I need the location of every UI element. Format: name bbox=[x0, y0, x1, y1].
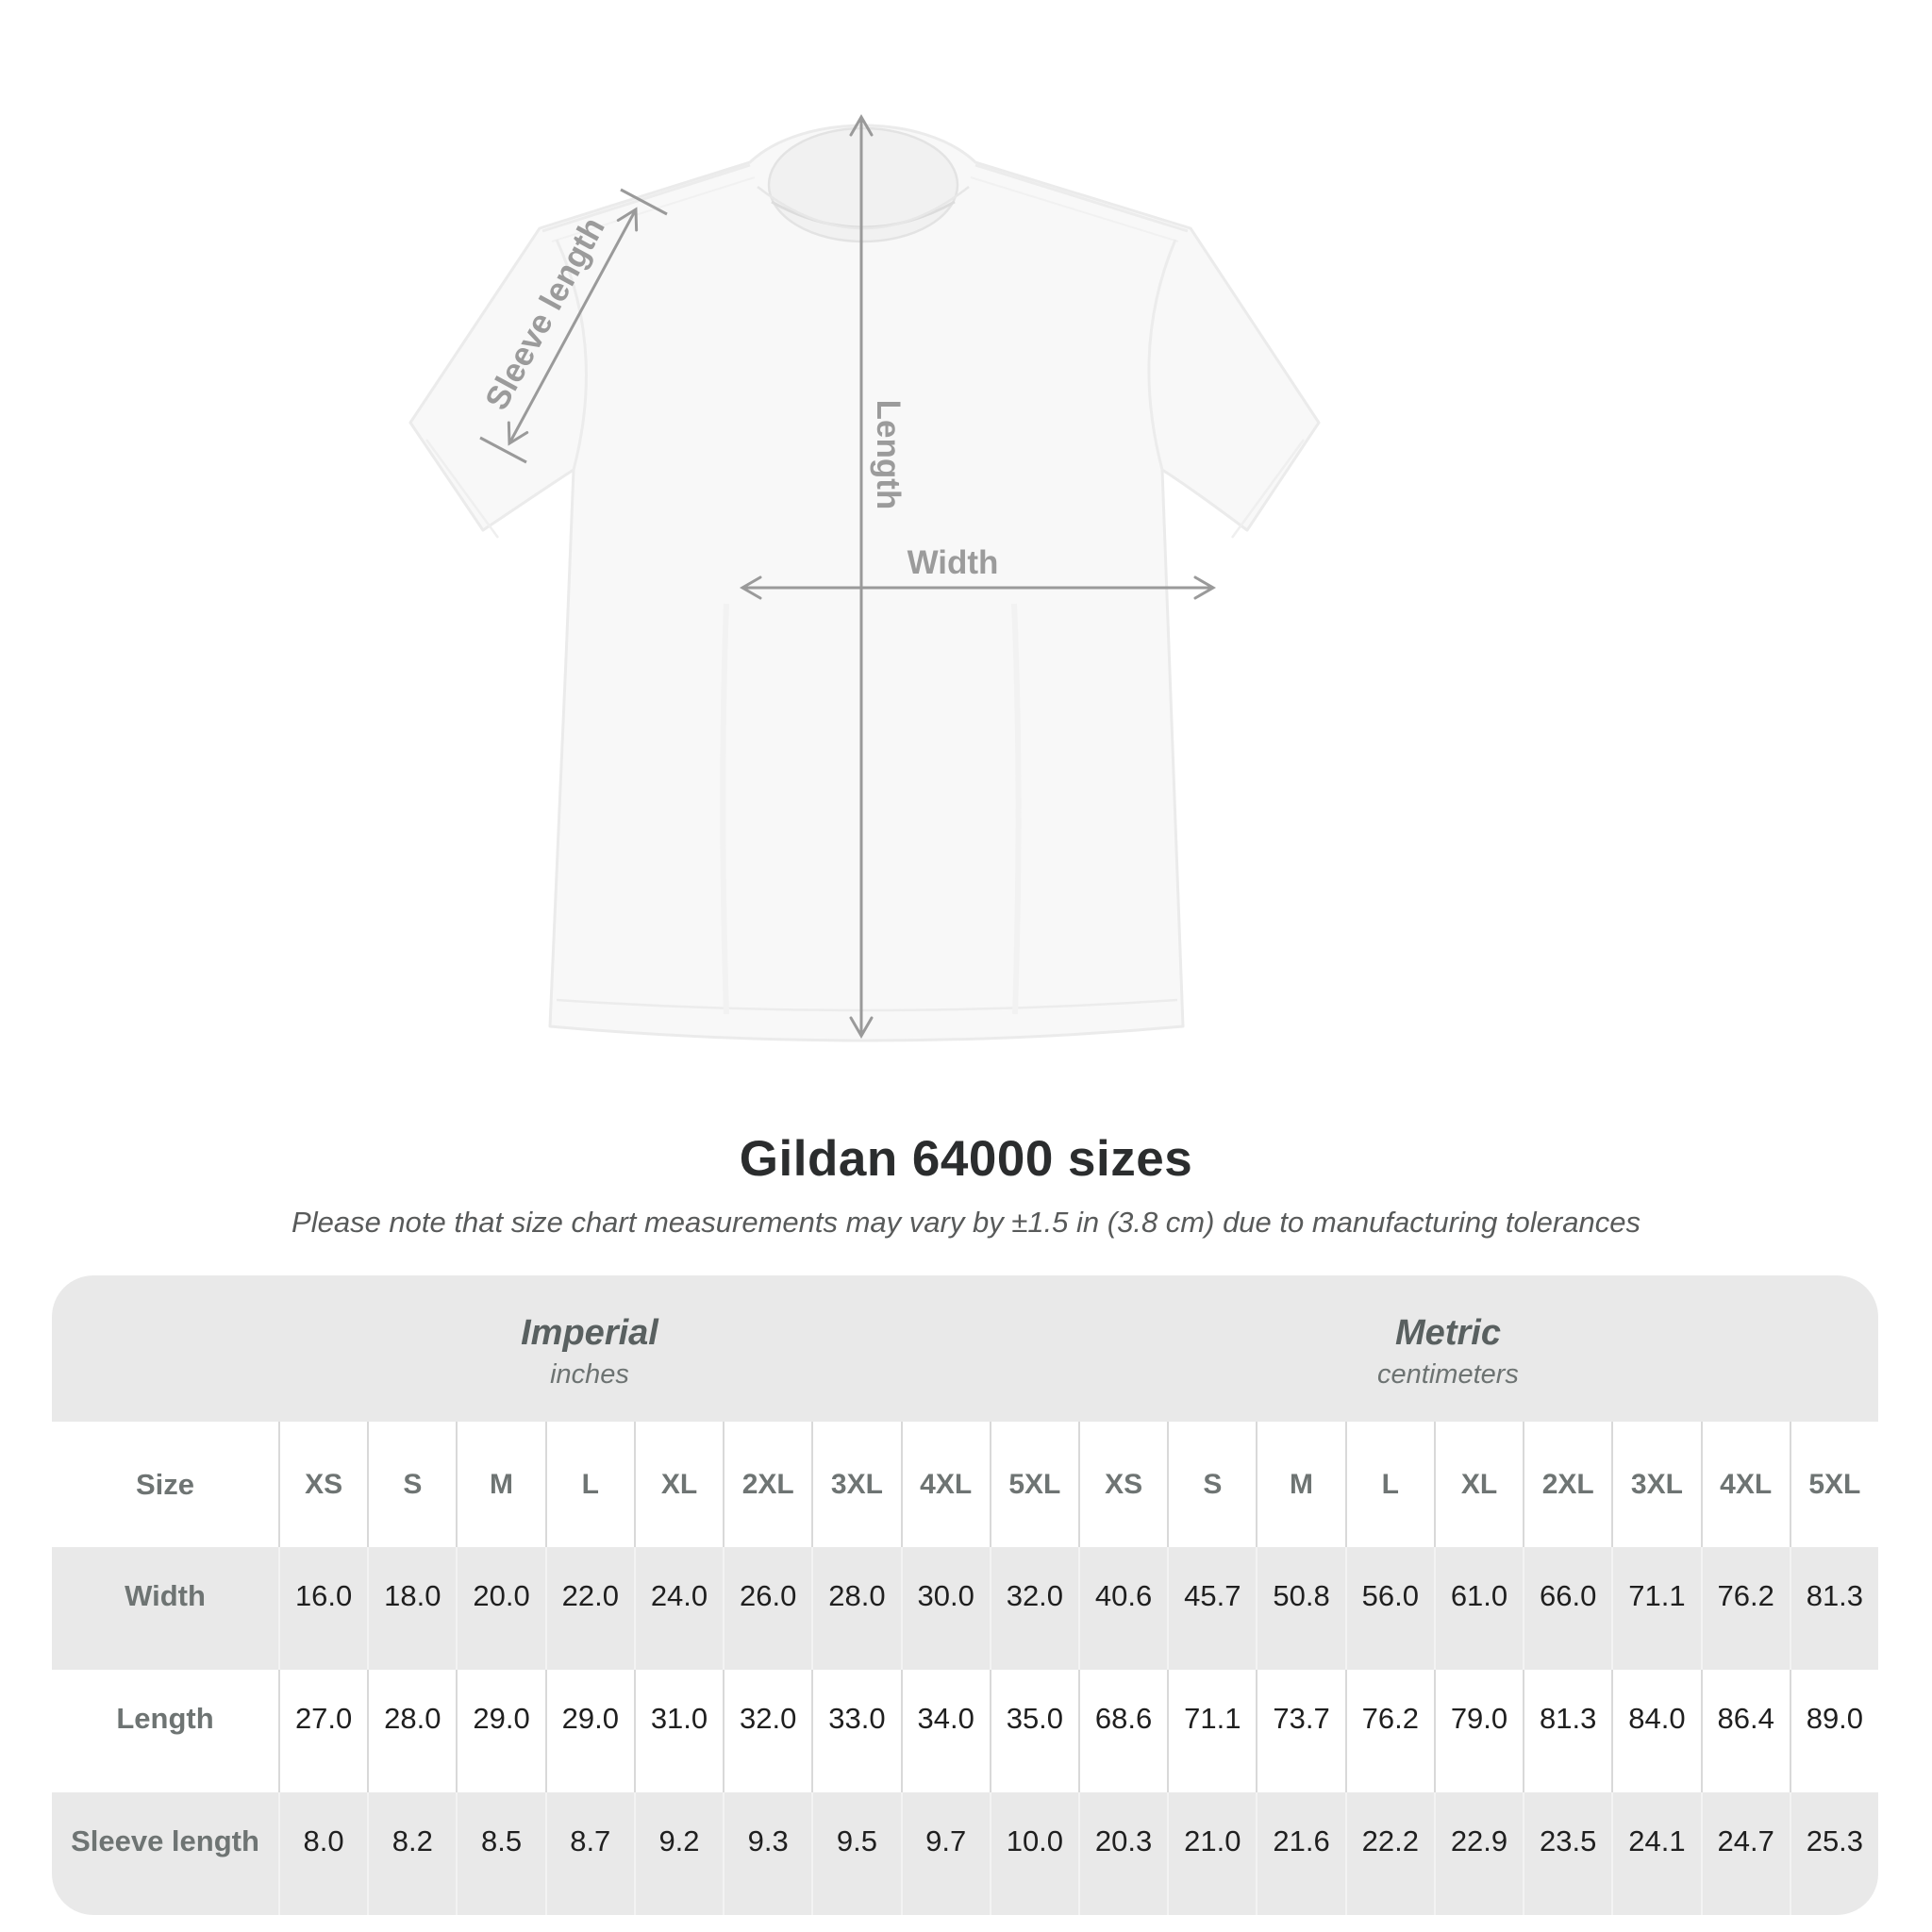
metric-group-header: Metric centimeters bbox=[1048, 1275, 1848, 1422]
value-cell: 32.0 bbox=[989, 1547, 1078, 1670]
imperial-unit: inches bbox=[550, 1358, 629, 1390]
size-col-header: 3XL bbox=[811, 1422, 900, 1547]
value-cell: 35.0 bbox=[989, 1670, 1078, 1792]
size-header-row: Size XS S M L XL 2XL 3XL 4XL 5XL XS S M … bbox=[52, 1422, 1878, 1547]
value-cell: 22.9 bbox=[1433, 1792, 1523, 1915]
size-col-header: 2XL bbox=[1523, 1422, 1611, 1547]
value-cell: 22.0 bbox=[544, 1547, 634, 1670]
value-cell: 8.0 bbox=[278, 1792, 367, 1915]
value-cell: 29.0 bbox=[456, 1670, 544, 1792]
value-cell: 8.5 bbox=[456, 1792, 544, 1915]
value-cell: 81.3 bbox=[1523, 1670, 1611, 1792]
value-cell: 45.7 bbox=[1167, 1547, 1256, 1670]
row-label: Length bbox=[116, 1702, 214, 1735]
value-cell: 34.0 bbox=[900, 1670, 990, 1792]
size-col-header: XS bbox=[1077, 1422, 1167, 1547]
value-cell: 71.1 bbox=[1167, 1670, 1256, 1792]
size-col-header: M bbox=[1256, 1422, 1344, 1547]
metric-title: Metric bbox=[1395, 1312, 1501, 1353]
tolerance-note: Please note that size chart measurements… bbox=[291, 1206, 1641, 1239]
value-cell: 8.7 bbox=[544, 1792, 634, 1915]
value-cell: 71.1 bbox=[1611, 1547, 1700, 1670]
value-cell: 68.6 bbox=[1077, 1670, 1167, 1792]
value-cell: 40.6 bbox=[1077, 1547, 1167, 1670]
size-col-header: L bbox=[1344, 1422, 1434, 1547]
page-title: Gildan 64000 sizes bbox=[739, 1131, 1193, 1187]
value-cell: 26.0 bbox=[723, 1547, 811, 1670]
size-col-header: 5XL bbox=[1789, 1422, 1878, 1547]
sleeve-length-tick-top bbox=[620, 188, 668, 216]
value-cell: 24.7 bbox=[1700, 1792, 1790, 1915]
value-cell: 79.0 bbox=[1433, 1670, 1523, 1792]
size-col-header: L bbox=[544, 1422, 634, 1547]
size-col-header: 2XL bbox=[723, 1422, 811, 1547]
value-cell: 9.7 bbox=[900, 1792, 990, 1915]
value-cell: 50.8 bbox=[1256, 1547, 1344, 1670]
value-cell: 9.3 bbox=[723, 1792, 811, 1915]
value-cell: 22.2 bbox=[1344, 1792, 1434, 1915]
size-col-header: M bbox=[456, 1422, 544, 1547]
value-cell: 9.2 bbox=[633, 1792, 723, 1915]
sleeve-length-arrow bbox=[507, 207, 639, 446]
table-row-length: Length 27.0 28.0 29.0 29.0 31.0 32.0 33.… bbox=[52, 1670, 1878, 1792]
value-cell: 61.0 bbox=[1433, 1547, 1523, 1670]
value-cell: 21.6 bbox=[1256, 1792, 1344, 1915]
metric-unit: centimeters bbox=[1377, 1358, 1519, 1390]
value-cell: 86.4 bbox=[1700, 1670, 1790, 1792]
value-cell: 24.0 bbox=[633, 1547, 723, 1670]
value-cell: 10.0 bbox=[989, 1792, 1078, 1915]
value-cell: 24.1 bbox=[1611, 1792, 1700, 1915]
value-cell: 32.0 bbox=[723, 1670, 811, 1792]
width-label: Width bbox=[908, 544, 999, 581]
table-row-width: Width 16.0 18.0 20.0 22.0 24.0 26.0 28.0… bbox=[52, 1547, 1878, 1670]
value-cell: 30.0 bbox=[900, 1547, 990, 1670]
value-cell: 18.0 bbox=[367, 1547, 456, 1670]
size-col-header: 4XL bbox=[900, 1422, 990, 1547]
value-cell: 8.2 bbox=[367, 1792, 456, 1915]
size-col-header: S bbox=[367, 1422, 456, 1547]
value-cell: 20.0 bbox=[456, 1547, 544, 1670]
tshirt-diagram: Sleeve length Length Width bbox=[408, 114, 1321, 1042]
value-cell: 29.0 bbox=[544, 1670, 634, 1792]
value-cell: 73.7 bbox=[1256, 1670, 1344, 1792]
size-corner-header: Size bbox=[135, 1467, 195, 1501]
value-cell: 9.5 bbox=[811, 1792, 900, 1915]
value-cell: 23.5 bbox=[1523, 1792, 1611, 1915]
size-chart-table: Imperial inches Metric centimeters Size … bbox=[52, 1275, 1878, 1915]
value-cell: 76.2 bbox=[1700, 1547, 1790, 1670]
value-cell: 25.3 bbox=[1789, 1792, 1878, 1915]
value-cell: 16.0 bbox=[278, 1547, 367, 1670]
value-cell: 28.0 bbox=[367, 1670, 456, 1792]
measurement-annotations bbox=[479, 114, 1216, 1039]
imperial-group-header: Imperial inches bbox=[76, 1275, 1103, 1422]
unit-group-header-row: Imperial inches Metric centimeters bbox=[52, 1275, 1878, 1422]
size-col-header: XL bbox=[633, 1422, 723, 1547]
value-cell: 76.2 bbox=[1344, 1670, 1434, 1792]
size-col-header: 5XL bbox=[989, 1422, 1078, 1547]
value-cell: 33.0 bbox=[811, 1670, 900, 1792]
imperial-title: Imperial bbox=[521, 1312, 658, 1353]
row-label: Width bbox=[125, 1579, 206, 1612]
value-cell: 66.0 bbox=[1523, 1547, 1611, 1670]
value-cell: 20.3 bbox=[1077, 1792, 1167, 1915]
value-cell: 27.0 bbox=[278, 1670, 367, 1792]
sleeve-length-tick-bottom bbox=[479, 436, 527, 464]
value-cell: 56.0 bbox=[1344, 1547, 1434, 1670]
value-cell: 81.3 bbox=[1789, 1547, 1878, 1670]
table-row-sleeve-length: Sleeve length 8.0 8.2 8.5 8.7 9.2 9.3 9.… bbox=[52, 1792, 1878, 1915]
value-cell: 84.0 bbox=[1611, 1670, 1700, 1792]
size-col-header: XS bbox=[278, 1422, 367, 1547]
size-col-header: 4XL bbox=[1700, 1422, 1790, 1547]
length-label: Length bbox=[870, 400, 907, 510]
value-cell: 31.0 bbox=[633, 1670, 723, 1792]
value-cell: 28.0 bbox=[811, 1547, 900, 1670]
size-col-header: S bbox=[1167, 1422, 1256, 1547]
tshirt-svg: Sleeve length Length Width bbox=[408, 114, 1321, 1042]
value-cell: 21.0 bbox=[1167, 1792, 1256, 1915]
tshirt-shape bbox=[408, 124, 1321, 1042]
value-cell: 89.0 bbox=[1789, 1670, 1878, 1792]
size-col-header: XL bbox=[1433, 1422, 1523, 1547]
size-col-header: 3XL bbox=[1611, 1422, 1700, 1547]
row-label: Sleeve length bbox=[71, 1824, 259, 1857]
